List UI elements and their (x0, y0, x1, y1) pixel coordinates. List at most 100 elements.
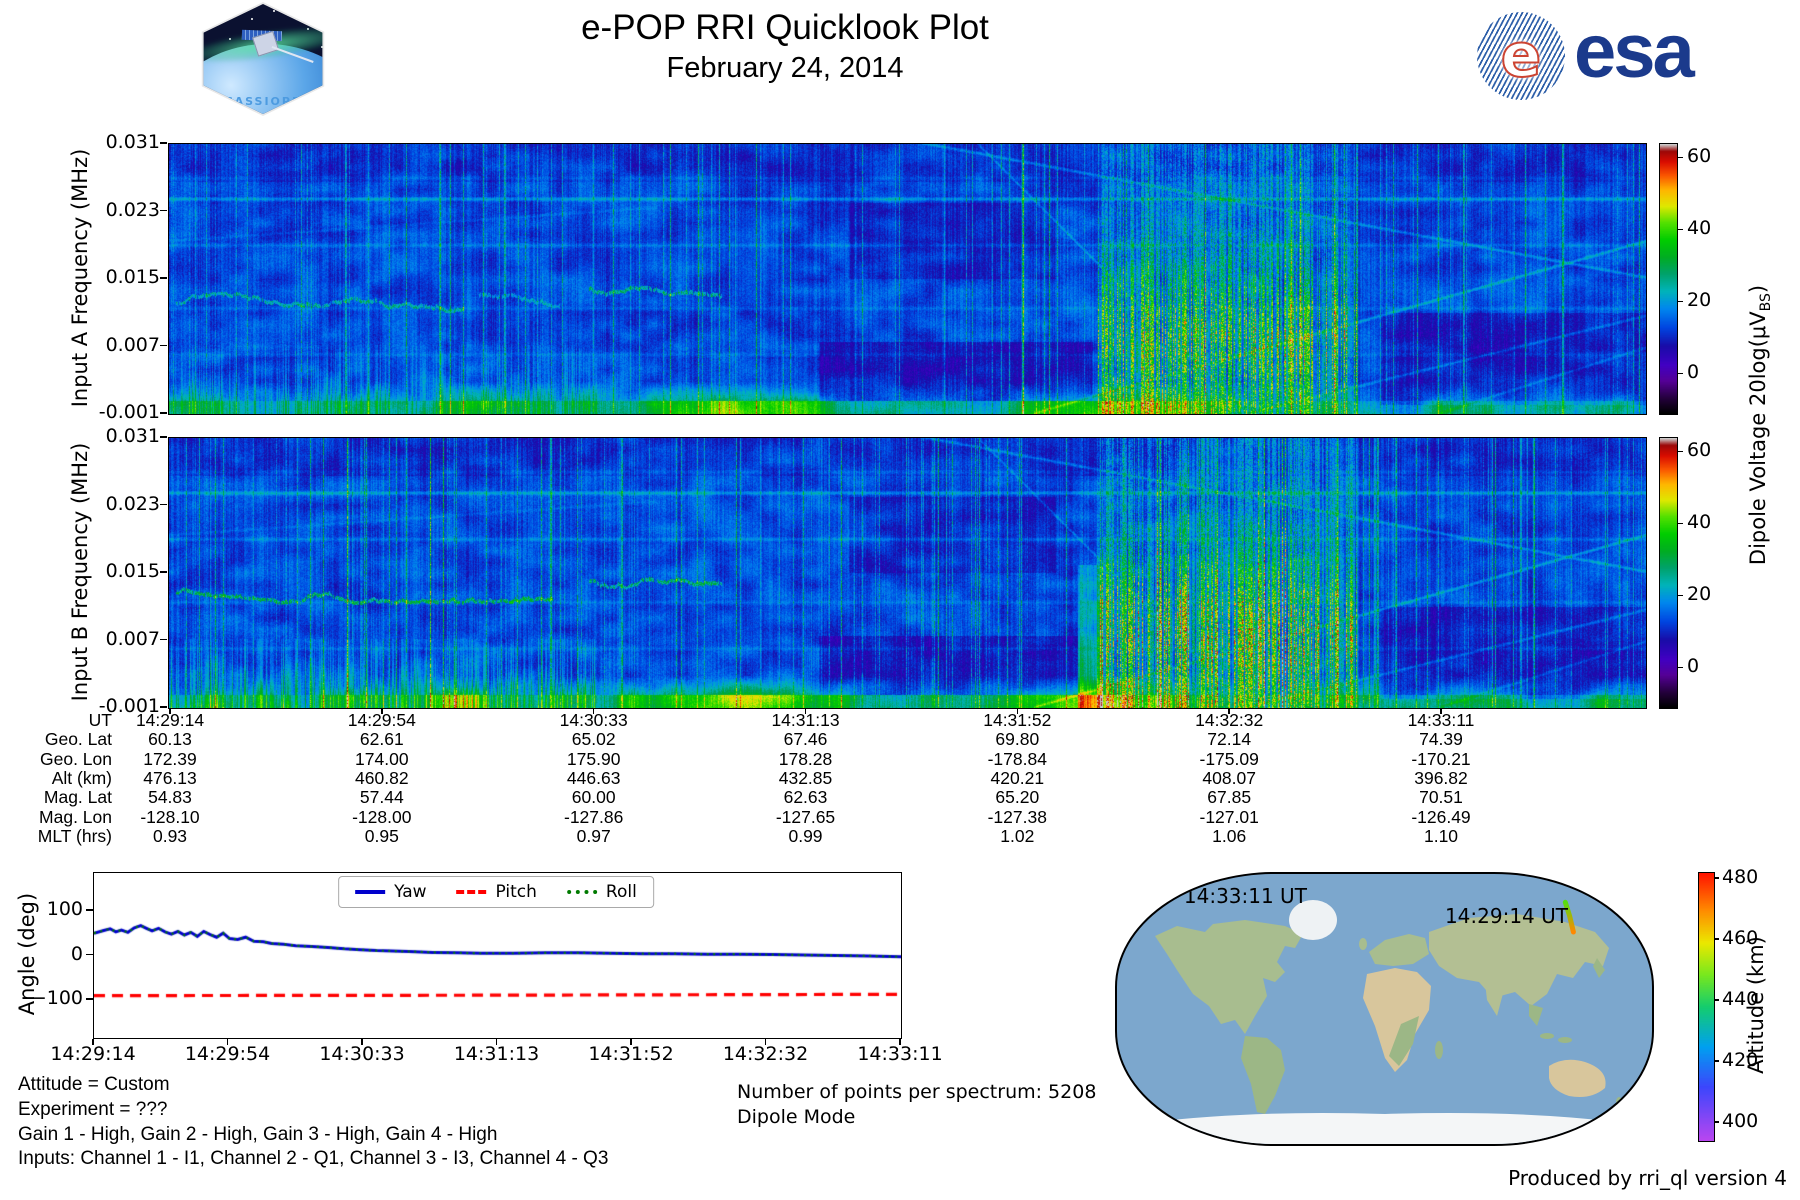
eph-cell: 14:32:32 (1195, 710, 1264, 730)
angle-xtick-mark (899, 1039, 901, 1045)
eph-cell: 60.13 (148, 729, 192, 750)
angle-xtick-mark (92, 1039, 94, 1045)
altitude-tick-mark (1713, 1060, 1719, 1062)
angle-ytick-mark (86, 909, 93, 911)
angle-xtick-mark (361, 1039, 363, 1045)
angle-ytick-label: 0 (70, 942, 83, 965)
freq-ytick-label: -0.001 (98, 695, 160, 717)
freq-ytick-mark (160, 344, 167, 347)
eph-cell: -178.84 (987, 748, 1047, 769)
cassiope-mission-patch: CASSIOPE (201, 2, 325, 116)
altitude-tick-mark (1713, 999, 1719, 1001)
inputs-text: Inputs: Channel 1 - I1, Channel 2 - Q1, … (18, 1148, 609, 1169)
madagascar-shape (1435, 1041, 1443, 1059)
eph-cell: 432.85 (778, 767, 833, 788)
stars-decoration (217, 12, 219, 14)
esa-e-glyph: e (1500, 20, 1543, 92)
british-isles-shape (1359, 938, 1367, 950)
eph-cell: 67.85 (1207, 787, 1252, 808)
colorbar-tick-mark (1677, 372, 1683, 375)
time-xtick-mark (1440, 708, 1442, 714)
map-time-annotation: 14:33:11 UT (1183, 883, 1307, 908)
eph-cell: 14:29:14 (135, 710, 205, 730)
eph-cell: 460.82 (355, 767, 409, 788)
eph-cell: -127.86 (564, 806, 624, 827)
colorbar-tick-label: 0 (1687, 655, 1700, 678)
angle-xtick-mark (764, 1039, 767, 1045)
legend-item-roll: Roll (566, 882, 637, 902)
eph-cell: 62.63 (783, 787, 828, 808)
angle-xtick-mark (495, 1039, 498, 1045)
eph-cell: -127.01 (1199, 806, 1259, 827)
freq-ytick-mark (160, 209, 167, 212)
altitude-tick-mark (1713, 877, 1719, 879)
time-xtick-mark (1016, 708, 1019, 714)
colorbar-tick-mark (1677, 594, 1683, 597)
altitude-tick-label: 400 (1722, 1109, 1759, 1132)
eph-row-label: Alt (km) (51, 767, 112, 788)
freq-ytick-mark (160, 638, 167, 641)
experiment-text: Experiment = ??? (18, 1099, 168, 1120)
time-xtick-mark (1228, 708, 1230, 714)
dipole-voltage-colorbar-label: Dipole Voltage 20log(μVBS) (1746, 285, 1774, 565)
altitude-colorbar-label: Altitude (km) (1744, 936, 1768, 1074)
angle-ytick-label: −100 (30, 987, 83, 1010)
india-shape (1485, 982, 1505, 1016)
altitude-tick-label: 440 (1722, 987, 1759, 1010)
eph-row-label: MLT (hrs) (37, 825, 112, 846)
eph-cell: 54.83 (148, 787, 192, 808)
gains-text: Gain 1 - High, Gain 2 - High, Gain 3 - H… (18, 1124, 498, 1145)
freq-ytick-label: 0.015 (105, 266, 160, 288)
legend-item-yaw: Yaw (355, 882, 427, 902)
eph-cell: -127.38 (987, 806, 1047, 827)
colorbar-tick-label: 20 (1687, 583, 1712, 606)
greenland-shape (1289, 900, 1337, 940)
indonesia-shape-1 (1540, 1033, 1554, 1039)
freq-ytick-label: 0.007 (105, 333, 160, 356)
eph-cell: 1.02 (1000, 825, 1035, 846)
colorbar-tick-label: 60 (1687, 439, 1712, 462)
points-per-spectrum-text: Number of points per spectrum: 5208 (737, 1081, 1097, 1103)
freq-ytick-label: 0.007 (105, 627, 160, 650)
africa-south-shape (1389, 1016, 1419, 1066)
freq-ytick-label: 0.015 (105, 560, 160, 582)
time-xtick-mark (592, 708, 595, 714)
time-xtick-mark (169, 708, 171, 714)
colorbar-b-canvas (1659, 437, 1678, 709)
freq-ytick-mark (160, 277, 167, 279)
produced-by-text: Produced by rri_ql version 4 (1508, 1166, 1787, 1190)
freq-ytick-mark (160, 412, 167, 414)
legend-item-pitch: Pitch (456, 882, 537, 902)
esa-wordmark: esa (1574, 9, 1695, 94)
eph-row-label: UT (88, 710, 112, 730)
colorbar-tick-label: 40 (1687, 511, 1712, 534)
freq-ytick-mark (160, 142, 167, 144)
angle-xtick-label: 14:31:52 (588, 1043, 674, 1065)
eph-cell: 57.44 (359, 787, 404, 808)
freq-ytick-mark (160, 571, 167, 573)
angle-xtick-mark (630, 1039, 632, 1045)
eph-cell: 72.14 (1207, 729, 1252, 750)
eph-cell: 65.20 (995, 787, 1040, 808)
eph-cell: 62.61 (359, 729, 404, 750)
freq-ytick-mark (160, 706, 167, 708)
colorbar-tick-mark (1677, 522, 1683, 525)
angle-xtick-label: 14:29:54 (184, 1043, 271, 1065)
freq-ytick-mark (160, 503, 167, 506)
time-xtick-mark (804, 708, 807, 714)
colorbar-tick-mark (1677, 228, 1683, 231)
colorbar-tick-mark (1677, 666, 1683, 669)
dipole-label-subscript: BS (1758, 293, 1775, 312)
eph-cell: 408.07 (1202, 767, 1256, 788)
eph-cell: -170.21 (1411, 748, 1471, 769)
eph-cell: 70.51 (1419, 787, 1463, 808)
eph-cell: 178.28 (778, 748, 833, 769)
colorbar-tick-mark (1677, 300, 1683, 303)
eph-cell: 74.39 (1419, 729, 1463, 750)
australia-shape (1549, 1059, 1606, 1097)
esa-globe-icon: e (1477, 12, 1565, 100)
continents (1153, 900, 1622, 1144)
map-time-annotation: 14:29:14 UT (1444, 903, 1568, 928)
north-america-shape (1155, 920, 1303, 1034)
